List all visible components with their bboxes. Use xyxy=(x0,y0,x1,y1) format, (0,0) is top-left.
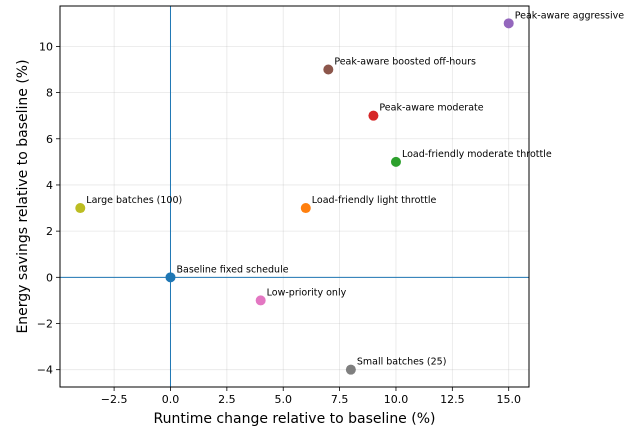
y-tick-label: −2 xyxy=(37,318,53,331)
data-point xyxy=(323,64,334,75)
y-tick-label: 10 xyxy=(39,40,53,53)
data-point xyxy=(165,272,176,283)
x-tick-label: 0.0 xyxy=(162,393,180,406)
reference-lines xyxy=(60,6,529,387)
plot-frame xyxy=(59,5,530,388)
point-label: Baseline fixed schedule xyxy=(176,264,288,275)
y-tick-label: 6 xyxy=(46,133,53,146)
y-tick-label: 2 xyxy=(46,225,53,238)
data-point xyxy=(503,18,514,29)
x-tick-label: 5.0 xyxy=(274,393,292,406)
x-tick-label: 10.0 xyxy=(384,393,409,406)
data-point xyxy=(390,156,401,167)
point-label: Peak-aware moderate xyxy=(379,103,483,114)
y-tick-label: 0 xyxy=(46,271,53,284)
data-point xyxy=(75,203,86,214)
x-tick-label: 7.5 xyxy=(331,393,349,406)
x-tick-label: −2.5 xyxy=(101,393,128,406)
point-label: Low-priority only xyxy=(267,287,347,298)
point-labels-layer: Baseline fixed schedule Load-friendly lig… xyxy=(86,10,624,367)
data-point xyxy=(368,110,379,121)
point-label: Large batches (100) xyxy=(86,195,182,206)
point-label: Load-friendly light throttle xyxy=(312,195,437,206)
y-tick-label: 8 xyxy=(46,87,53,100)
ticks-layer: −2.5 0.0 2.5 5.0 7.5 10.0 12.5 15.0 −4 −2 0 2 4 6 8 10 xyxy=(37,40,521,406)
x-tick-label: 15.0 xyxy=(496,393,521,406)
y-tick-label: −4 xyxy=(37,364,53,377)
y-axis-label: Energy savings relative to baseline (%) xyxy=(15,59,31,333)
point-label: Peak-aware aggressive xyxy=(515,10,625,21)
data-point xyxy=(345,364,356,375)
x-axis-label: Runtime change relative to baseline (%) xyxy=(154,411,436,427)
point-label: Small batches (25) xyxy=(357,357,447,368)
data-point xyxy=(300,203,311,214)
x-tick-label: 12.5 xyxy=(440,393,465,406)
x-tick-label: 2.5 xyxy=(218,393,236,406)
y-tick-label: 4 xyxy=(46,179,53,192)
point-label: Load-friendly moderate throttle xyxy=(402,149,552,160)
point-label: Peak-aware boosted off-hours xyxy=(334,57,476,68)
data-point xyxy=(255,295,266,306)
points-layer xyxy=(75,18,514,375)
